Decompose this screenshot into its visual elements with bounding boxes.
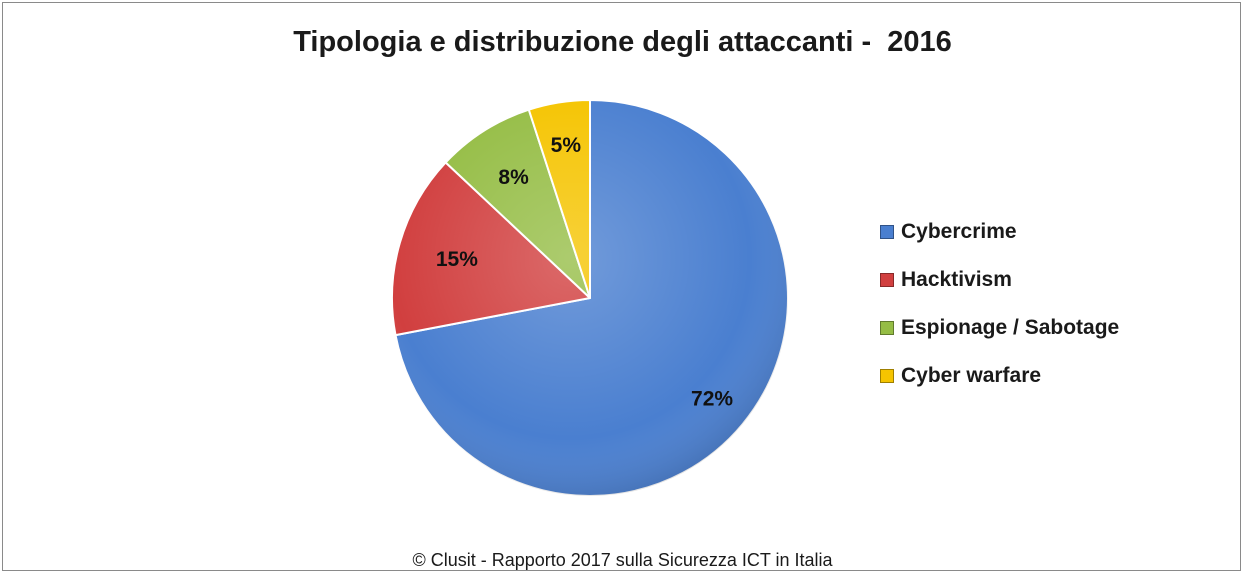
legend-swatch-cyber-warfare bbox=[880, 369, 894, 383]
data-label-hacktivism: 15% bbox=[436, 248, 478, 271]
pie-slices bbox=[391, 99, 789, 497]
chart-title: Tipologia e distribuzione degli attaccan… bbox=[293, 26, 952, 58]
legend-item-hacktivism: Hacktivism bbox=[880, 256, 1180, 304]
legend-label-espionage-sabotage: Espionage / Sabotage bbox=[901, 316, 1120, 339]
legend-label-cybercrime: Cybercrime bbox=[901, 220, 1017, 243]
legend-item-espionage-sabotage: Espionage / Sabotage bbox=[880, 304, 1180, 352]
data-label-cyber-warfare: 5% bbox=[551, 134, 582, 157]
legend-label-hacktivism: Hacktivism bbox=[901, 268, 1012, 291]
pie-data-labels: 72% 15% 8% 5% bbox=[436, 134, 734, 411]
legend-swatch-hacktivism bbox=[880, 273, 894, 287]
legend-swatch-espionage-sabotage bbox=[880, 321, 894, 335]
data-label-espionage-sabotage: 8% bbox=[498, 166, 529, 189]
legend-item-cybercrime: Cybercrime bbox=[880, 208, 1180, 256]
legend: Cybercrime Hacktivism Espionage / Sabota… bbox=[880, 208, 1180, 400]
copyright-footer: © Clusit - Rapporto 2017 sulla Sicurezza… bbox=[412, 550, 833, 570]
legend-swatch-cybercrime bbox=[880, 225, 894, 239]
legend-label-cyber-warfare: Cyber warfare bbox=[901, 364, 1042, 387]
legend-item-cyber-warfare: Cyber warfare bbox=[880, 352, 1180, 400]
data-label-cybercrime: 72% bbox=[691, 387, 733, 410]
